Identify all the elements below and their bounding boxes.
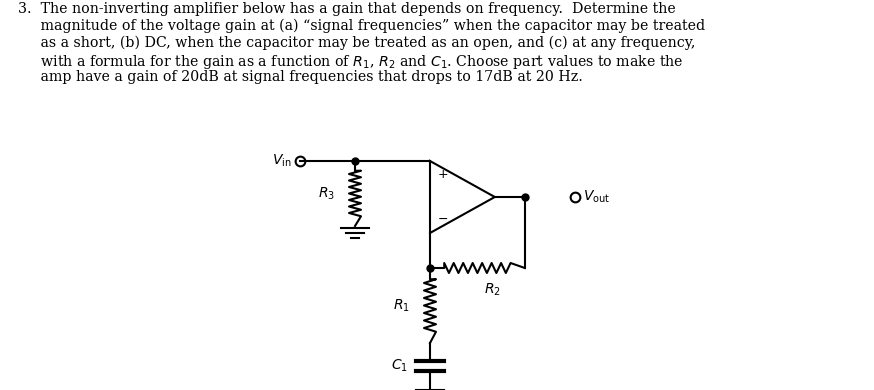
Text: 3.  The non-inverting amplifier below has a gain that depends on frequency.  Det: 3. The non-inverting amplifier below has… (18, 2, 676, 16)
Text: as a short, (b) DC, when the capacitor may be treated as an open, and (c) at any: as a short, (b) DC, when the capacitor m… (18, 36, 696, 50)
Text: $R_2$: $R_2$ (484, 282, 501, 298)
Text: $R_3$: $R_3$ (318, 185, 335, 202)
Text: $V_{\rm in}$: $V_{\rm in}$ (273, 153, 292, 169)
Text: amp have a gain of 20dB at signal frequencies that drops to 17dB at 20 Hz.: amp have a gain of 20dB at signal freque… (18, 70, 583, 84)
Text: +: + (438, 168, 448, 181)
Text: $C_1$: $C_1$ (391, 357, 408, 374)
Text: magnitude of the voltage gain at (a) “signal frequencies” when the capacitor may: magnitude of the voltage gain at (a) “si… (18, 19, 705, 34)
Text: $R_1$: $R_1$ (393, 297, 410, 314)
Text: −: − (438, 213, 448, 225)
Text: $V_{\rm out}$: $V_{\rm out}$ (583, 189, 610, 205)
Text: with a formula for the gain as a function of $R_1$, $R_2$ and $C_1$. Choose part: with a formula for the gain as a functio… (18, 53, 683, 71)
